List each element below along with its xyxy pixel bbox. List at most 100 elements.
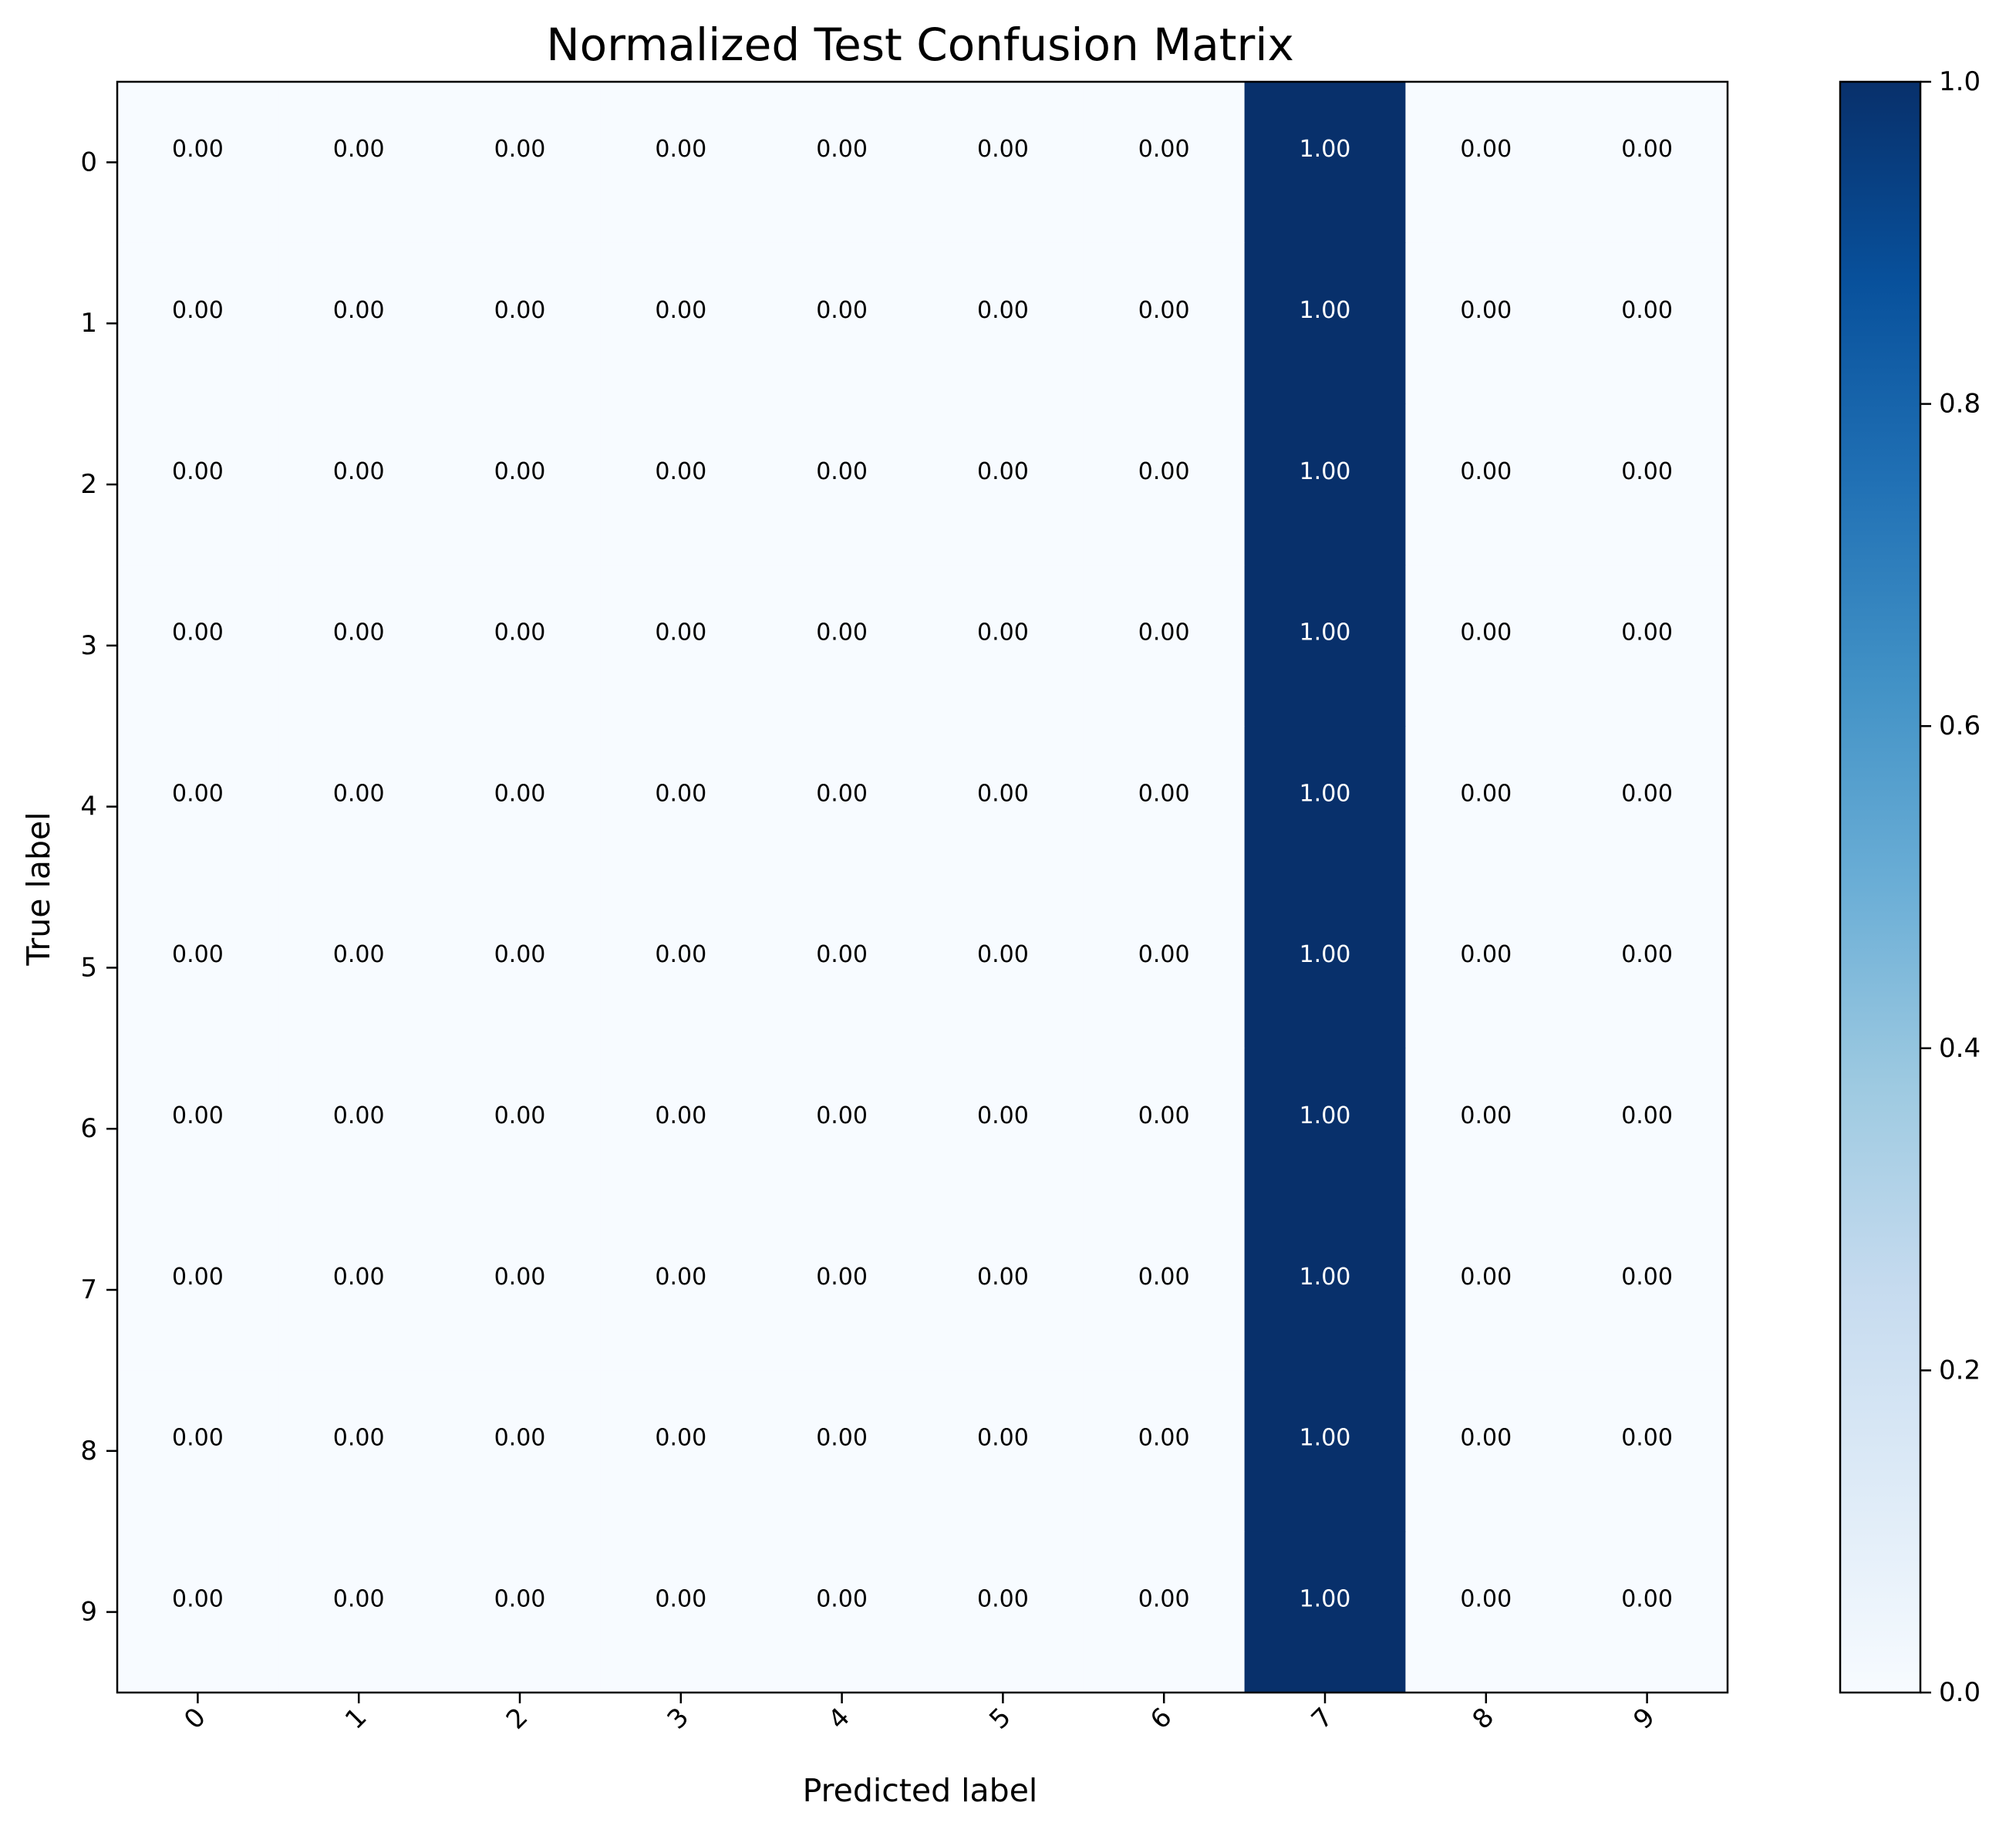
heatmap-cell: [1405, 403, 1567, 565]
heatmap-cell: [600, 242, 762, 405]
heatmap-cell: [1566, 82, 1728, 244]
heatmap-cell: [278, 1209, 440, 1371]
cell-value-label: 0.00: [1621, 1102, 1673, 1129]
colorbar-tick-label: 0.4: [1939, 1033, 1981, 1064]
colorbar: [1839, 80, 1922, 1694]
cell-value-label: 0.00: [655, 297, 706, 324]
heatmap-cell: [117, 1370, 279, 1532]
plot-frame: [116, 80, 1729, 1694]
cell-value-label: 0.00: [333, 941, 385, 968]
heatmap-cell: [117, 82, 279, 244]
heatmap-cell: [117, 565, 279, 727]
heatmap-cell: [761, 726, 923, 888]
cell-value-label: 0.00: [333, 619, 385, 646]
cell-value-label: 0.00: [1621, 619, 1673, 646]
heatmap-cell: [761, 1370, 923, 1532]
heatmap-cell: [922, 1531, 1084, 1693]
cell-value-label: 0.00: [1621, 780, 1673, 807]
cell-value-label: 0.00: [1621, 941, 1673, 968]
y-axis-ticks: 0 1 2 3 4 5 6 7 8 9: [80, 147, 117, 1628]
heatmap-cell: [439, 1370, 601, 1532]
heatmap-cell: [600, 403, 762, 565]
cell-value-label: 0.00: [655, 1102, 706, 1129]
colorbar-tick-label: 0.0: [1939, 1677, 1981, 1708]
chart-title: Normalized Test Confusion Matrix: [546, 19, 1294, 71]
cell-value-label: 0.00: [1138, 297, 1190, 324]
cell-value-label: 0.00: [1138, 619, 1190, 646]
heatmap-cell: [1083, 1370, 1246, 1532]
heatmap-cell: [439, 403, 601, 565]
heatmap-cell: [117, 242, 279, 405]
cell-value-label: 0.00: [333, 1102, 385, 1129]
heatmap-cell: [117, 403, 279, 565]
cell-value-label: 0.00: [1460, 1264, 1512, 1291]
cell-value-label: 0.00: [816, 619, 868, 646]
cell-value-label: 0.00: [1460, 458, 1512, 485]
cell-value-label: 0.00: [1138, 1425, 1190, 1452]
cell-value-label: 1.00: [1300, 1585, 1351, 1612]
heatmap-cell: [922, 1209, 1084, 1371]
heatmap-cell: [1566, 403, 1728, 565]
cell-value-label: 0.00: [816, 941, 868, 968]
cell-value-label: 0.00: [1138, 458, 1190, 485]
heatmap-cell: [1083, 82, 1246, 244]
cell-value-label: 0.00: [172, 941, 224, 968]
cell-value-label: 0.00: [333, 1425, 385, 1452]
cell-value-label: 0.00: [1138, 136, 1190, 163]
heatmap-cell: [1405, 726, 1567, 888]
heatmap-cell: [1083, 242, 1246, 405]
heatmap-cell: [1405, 887, 1567, 1049]
cell-value-label: 0.00: [655, 1585, 706, 1612]
heatmap-cell: [922, 242, 1084, 405]
cell-value-label: 0.00: [1460, 780, 1512, 807]
cell-value-label: 0.00: [494, 1585, 546, 1612]
cell-value-label: 1.00: [1300, 458, 1351, 485]
heatmap-cell: [1244, 726, 1406, 888]
y-tick-label: 6: [80, 1113, 97, 1144]
heatmap-cells: [117, 82, 1728, 1693]
heatmap-cell: [1566, 1531, 1728, 1693]
cell-value-label: 0.00: [1460, 1102, 1512, 1129]
cell-value-label: 0.00: [333, 1585, 385, 1612]
y-tick-label: 9: [80, 1597, 97, 1628]
heatmap-cell: [1566, 1048, 1728, 1210]
heatmap-cell: [1405, 1209, 1567, 1371]
heatmap-cell: [922, 403, 1084, 565]
heatmap-cell: [761, 565, 923, 727]
heatmap-cell: [761, 1531, 923, 1693]
cell-value-label: 0.00: [1621, 458, 1673, 485]
cell-value-label: 0.00: [816, 1425, 868, 1452]
heatmap-cell: [439, 1048, 601, 1210]
cell-value-label: 1.00: [1300, 136, 1351, 163]
cell-value-label: 0.00: [977, 136, 1029, 163]
heatmap-cell: [1405, 1048, 1567, 1210]
y-axis-label: True label: [20, 812, 57, 966]
heatmap-cell: [1405, 565, 1567, 727]
heatmap-cell: [1566, 1370, 1728, 1532]
heatmap-cell: [1083, 887, 1246, 1049]
cell-value-label: 0.00: [494, 941, 546, 968]
heatmap-cell: [1244, 403, 1406, 565]
cell-value-label: 0.00: [1138, 780, 1190, 807]
heatmap-cell: [922, 887, 1084, 1049]
cell-value-label: 0.00: [333, 458, 385, 485]
heatmap-cell: [1244, 1048, 1406, 1210]
colorbar-tick-label: 0.6: [1939, 710, 1981, 741]
heatmap-cell: [278, 1370, 440, 1532]
cell-value-label: 0.00: [655, 136, 706, 163]
cell-value-label: 0.00: [1460, 136, 1512, 163]
cell-value-label: 0.00: [1621, 136, 1673, 163]
cell-value-label: 0.00: [1621, 1585, 1673, 1612]
cell-value-label: 1.00: [1300, 619, 1351, 646]
cell-value-label: 0.00: [1621, 297, 1673, 324]
heatmap-cell: [1083, 726, 1246, 888]
y-tick-label: 2: [80, 469, 97, 500]
heatmap-cell: [1244, 1370, 1406, 1532]
cell-value-label: 0.00: [1138, 1264, 1190, 1291]
cell-value-label: 0.00: [977, 780, 1029, 807]
cell-value-label: 0.00: [333, 297, 385, 324]
heatmap-cell: [600, 565, 762, 727]
heatmap-cell: [1244, 1531, 1406, 1693]
colorbar-tick-label: 0.2: [1939, 1355, 1981, 1386]
cell-value-label: 0.00: [977, 1264, 1029, 1291]
